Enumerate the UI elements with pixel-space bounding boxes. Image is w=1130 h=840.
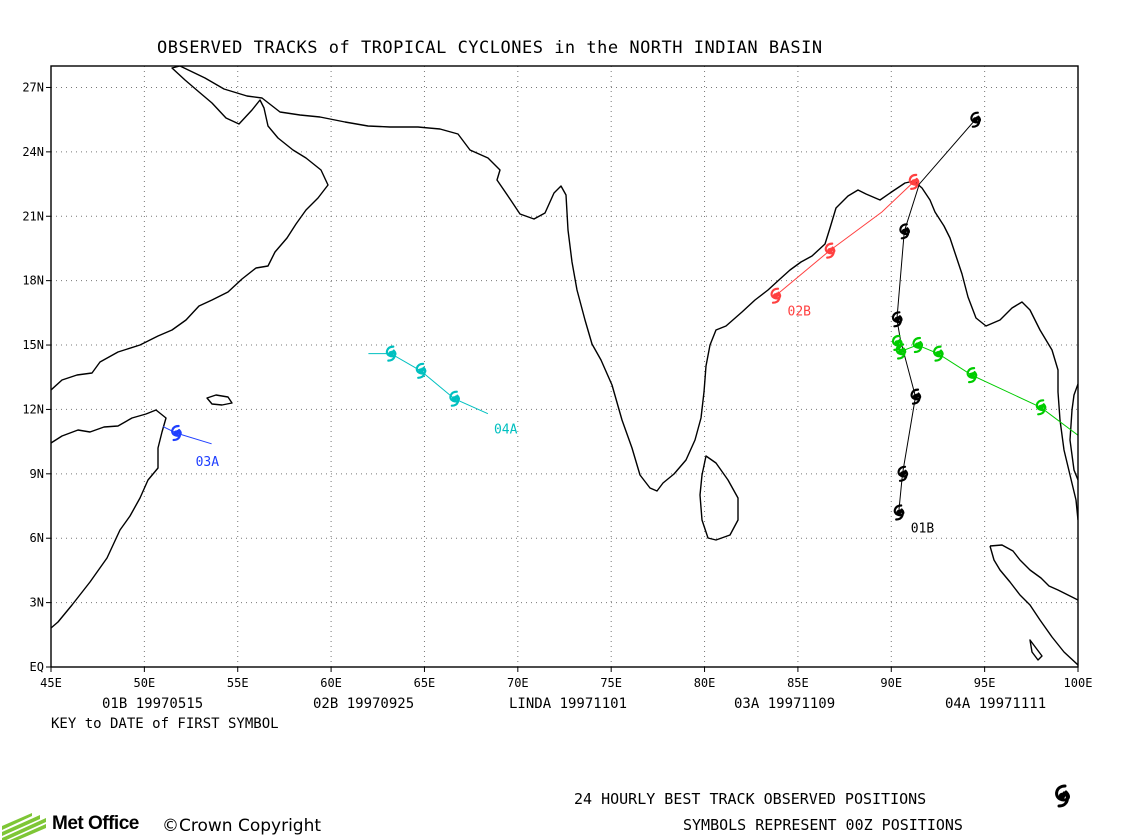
cyclone-symbol-icon <box>449 390 461 407</box>
map-title: OBSERVED TRACKS of TROPICAL CYCLONES in … <box>157 38 823 58</box>
cyclone-symbol-icon <box>912 336 924 354</box>
met-office-wordmark: Met Office <box>52 813 139 834</box>
storm-label: 04A <box>494 423 518 438</box>
lat-lon-grid <box>51 66 1078 667</box>
x-tick-label: 55E <box>227 676 249 690</box>
y-tick-label: 27N <box>22 80 44 94</box>
storm-linda <box>891 334 1078 436</box>
key-item-04a: 04A 19971111 <box>945 696 1047 712</box>
storm-labels: 01B 02B 03A 04A <box>196 305 935 537</box>
key-item-01b: 01B 19970515 <box>102 696 204 712</box>
cyclone-symbol-icon <box>415 362 427 379</box>
y-tick-label: 3N <box>30 596 44 610</box>
copyright-notice: ©Crown Copyright <box>162 816 322 836</box>
y-tick-label: 9N <box>30 467 44 481</box>
axis-ticks: 45E 50E 55E 60E 65E 70E 75E 80E 85E 90E 95E 100E EQ 3… <box>22 80 1092 690</box>
andaman-island <box>1029 639 1043 661</box>
cyclone-symbol-icon <box>770 287 782 304</box>
x-tick-label: 70E <box>507 676 529 690</box>
map-frame <box>50 65 1079 668</box>
track-line <box>896 342 1078 436</box>
legend-line-2: SYMBOLS REPRESENT 00Z POSITIONS <box>683 816 963 834</box>
coastline-malay-west <box>989 545 1078 666</box>
y-tick-label: 24N <box>22 145 44 159</box>
legend-line-1: 24 HOURLY BEST TRACK OBSERVED POSITIONS <box>574 790 927 808</box>
cyclone-symbol-icon <box>824 242 836 259</box>
cyclone-symbol-icon <box>897 465 909 482</box>
x-tick-label: 90E <box>880 676 902 690</box>
coastline-africa <box>51 409 167 629</box>
track-line <box>896 119 976 513</box>
cyclone-symbol-icon <box>893 504 905 521</box>
coastlines <box>51 66 1078 666</box>
storm-02b <box>770 173 920 304</box>
cyclone-symbol-icon <box>1035 399 1047 416</box>
coastline-malay-peninsula <box>989 544 1078 601</box>
key-item-02b: 02B 19970925 <box>313 696 415 712</box>
x-tick-label: 80E <box>694 676 716 690</box>
cyclone-symbol-icon <box>908 173 920 190</box>
track-line <box>162 426 212 445</box>
socotra-island <box>206 394 233 406</box>
x-tick-label: 50E <box>134 676 156 690</box>
key-item-03a: 03A 19971109 <box>734 696 836 712</box>
cyclone-symbol-icon <box>932 345 944 362</box>
track-line <box>775 181 915 297</box>
y-tick-label: 21N <box>22 209 44 223</box>
cyclone-symbol-icon <box>970 111 982 128</box>
cyclone-symbol-icon <box>899 223 911 240</box>
y-tick-label: EQ <box>30 660 44 674</box>
cyclone-symbol-icon <box>385 345 397 362</box>
storm-tracks <box>162 111 1078 521</box>
cyclone-symbol-icon <box>1055 784 1070 808</box>
storm-04a <box>368 345 489 415</box>
y-tick-label: 18N <box>22 274 44 288</box>
y-tick-label: 15N <box>22 338 44 352</box>
y-tick-label: 6N <box>30 531 44 545</box>
y-tick-label: 12N <box>22 402 44 416</box>
cyclone-symbol-icon <box>895 343 907 360</box>
storm-01b <box>891 111 982 521</box>
storm-label: 01B <box>911 521 935 536</box>
key-caption: KEY to DATE of FIRST SYMBOL <box>51 716 279 732</box>
coastline-east-edge <box>1069 383 1078 481</box>
x-tick-label: 45E <box>40 676 62 690</box>
key-item-linda: LINDA 19971101 <box>509 696 628 712</box>
x-tick-label: 95E <box>974 676 996 690</box>
x-tick-label: 60E <box>320 676 342 690</box>
cyclone-symbol-icon <box>966 367 978 384</box>
x-tick-label: 85E <box>787 676 809 690</box>
storm-label: 02B <box>788 305 812 320</box>
x-tick-label: 100E <box>1064 676 1093 690</box>
storm-03a <box>162 424 212 445</box>
met-office-logo-icon <box>2 813 46 840</box>
x-tick-label: 65E <box>414 676 436 690</box>
track-line <box>368 353 489 415</box>
sri-lanka-island <box>699 455 739 541</box>
cyclone-symbol-icon <box>891 311 903 328</box>
storm-label: 03A <box>196 455 220 470</box>
cyclone-symbol-icon <box>910 388 922 405</box>
x-tick-label: 75E <box>600 676 622 690</box>
coastline-arabia-india <box>51 66 1078 521</box>
cyclone-symbol-icon <box>171 424 182 442</box>
